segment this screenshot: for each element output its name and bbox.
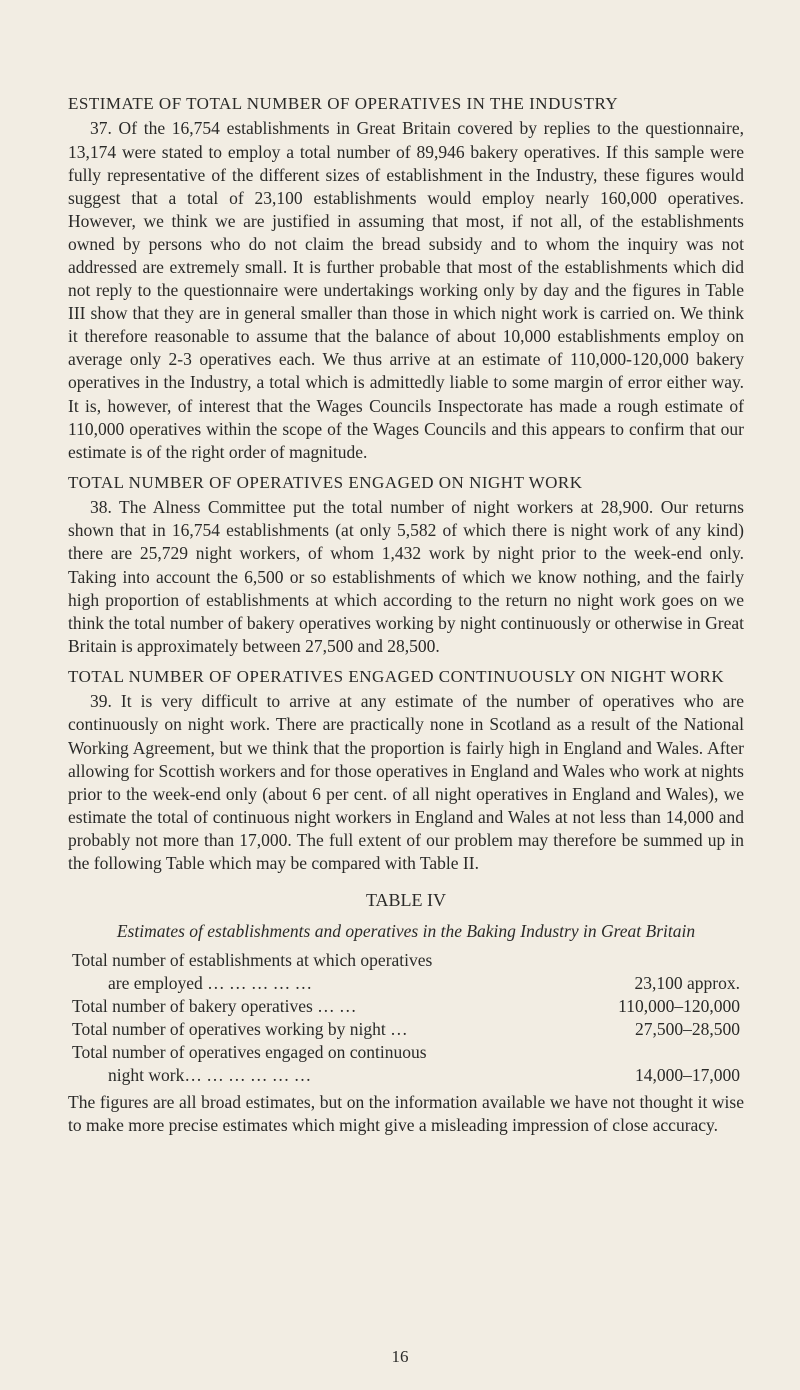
section-heading-night-work: TOTAL NUMBER OF OPERATIVES ENGAGED ON NI… xyxy=(68,472,744,494)
table-row: night work… … … … … … 14,000–17,000 xyxy=(72,1064,740,1087)
table-value: 14,000–17,000 xyxy=(611,1064,740,1087)
table-subtitle: Estimates of establishments and operativ… xyxy=(68,921,744,943)
table-label: night work… … … … … … xyxy=(72,1064,611,1087)
section-heading-estimate: ESTIMATE OF TOTAL NUMBER OF OPERATIVES I… xyxy=(68,93,744,115)
table-label: Total number of establishments at which … xyxy=(72,949,740,972)
table-label: Total number of bakery operatives … … xyxy=(72,995,594,1018)
table-row: Total number of operatives engaged on co… xyxy=(72,1041,740,1064)
para-39: 39. It is very difficult to arrive at an… xyxy=(68,690,744,875)
para-38: 38. The Alness Committee put the total n… xyxy=(68,496,744,658)
table-label: Total number of operatives engaged on co… xyxy=(72,1041,740,1064)
table-row: Total number of establishments at which … xyxy=(72,949,740,972)
table-iv: Total number of establishments at which … xyxy=(72,949,740,1088)
table-value: 110,000–120,000 xyxy=(594,995,740,1018)
table-title: TABLE IV xyxy=(68,889,744,913)
table-label: are employed … … … … … xyxy=(72,972,611,995)
table-value: 27,500–28,500 xyxy=(611,1018,740,1041)
table-value: 23,100 approx. xyxy=(611,972,740,995)
section-heading-continuous-night-work: TOTAL NUMBER OF OPERATIVES ENGAGED CONTI… xyxy=(68,666,744,688)
table-row: are employed … … … … … 23,100 approx. xyxy=(72,972,740,995)
closing-para: The figures are all broad estimates, but… xyxy=(68,1091,744,1137)
table-row: Total number of operatives working by ni… xyxy=(72,1018,740,1041)
table-label: Total number of operatives working by ni… xyxy=(72,1018,611,1041)
para-37: 37. Of the 16,754 establishments in Grea… xyxy=(68,117,744,463)
page-number: 16 xyxy=(0,1346,800,1368)
table-row: Total number of bakery operatives … … 11… xyxy=(72,995,740,1018)
